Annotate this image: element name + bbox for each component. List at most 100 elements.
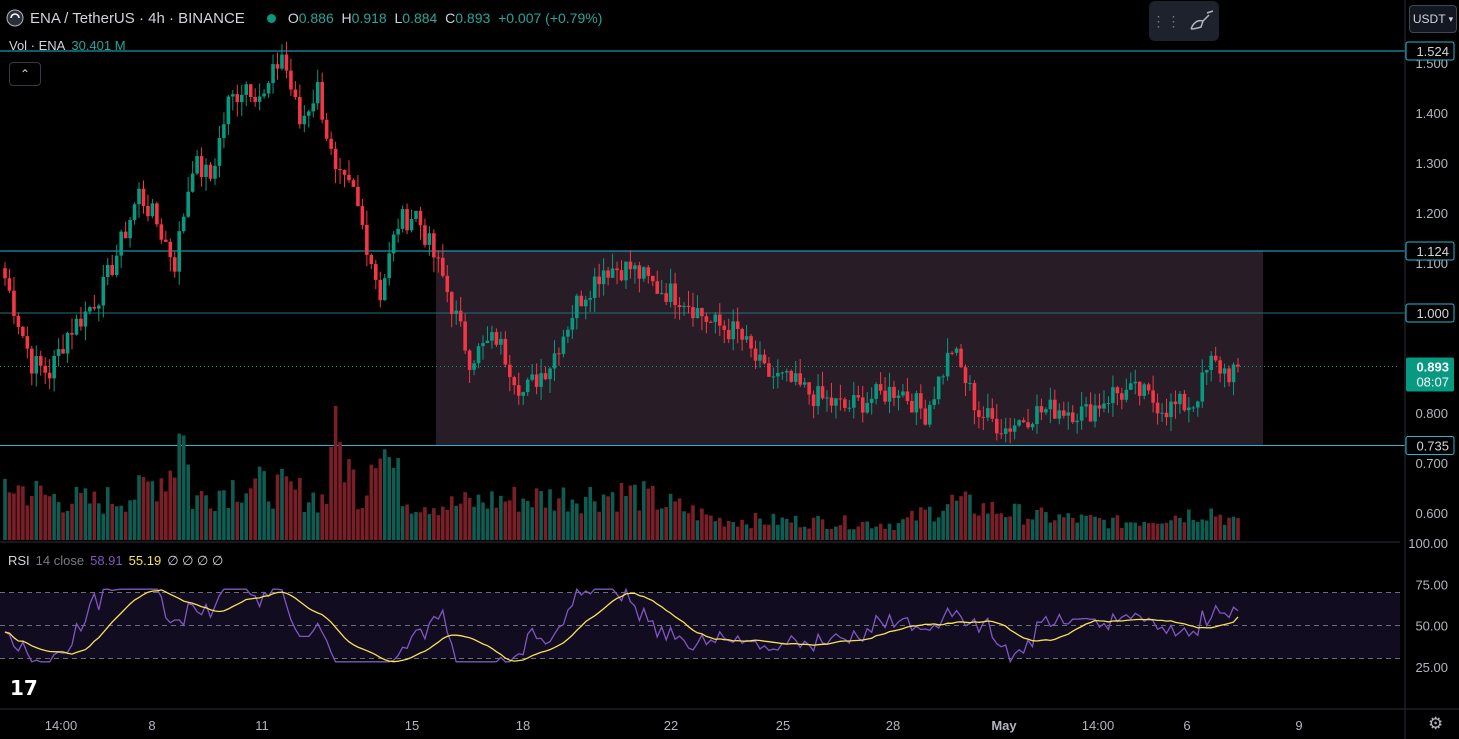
- volume-bar: [896, 523, 901, 540]
- candle-body: [320, 81, 324, 120]
- volume-bar: [7, 492, 12, 540]
- volume-bar: [1030, 519, 1035, 540]
- volume-bar: [396, 458, 400, 540]
- collapse-legend-button[interactable]: ⌃: [9, 62, 41, 86]
- candle-body: [525, 379, 530, 393]
- candle-body: [642, 267, 646, 279]
- candle-body: [373, 264, 378, 280]
- gear-icon[interactable]: ⚙: [1428, 714, 1444, 733]
- drawing-toolbar[interactable]: ⋮⋮: [1149, 1, 1219, 41]
- volume-bar: [217, 490, 222, 540]
- volume-bar: [892, 529, 896, 540]
- volume-bar: [137, 475, 141, 540]
- candle-body: [1178, 393, 1182, 405]
- volume-bar: [530, 507, 534, 540]
- volume-bar: [1075, 522, 1079, 540]
- candle-body: [820, 386, 825, 399]
- volume-bar: [659, 508, 664, 540]
- candles: [3, 41, 1240, 444]
- candle-body: [74, 318, 79, 335]
- symbol-title[interactable]: ENA / TetherUS · 4h · BINANCE: [30, 9, 245, 27]
- candle-body: [92, 307, 97, 309]
- candle-body: [941, 376, 945, 378]
- candle-body: [592, 276, 597, 298]
- volume-bar: [695, 520, 700, 540]
- candle-body: [1155, 402, 1160, 414]
- volume-bar: [378, 458, 383, 540]
- volume-bar: [239, 502, 244, 540]
- candle-body: [936, 376, 941, 400]
- candle-body: [780, 372, 785, 374]
- volume-bar: [329, 446, 333, 540]
- candle-body: [1102, 403, 1106, 409]
- volume-bar: [968, 494, 972, 540]
- candle-body: [726, 329, 731, 340]
- volume-bar: [852, 529, 856, 540]
- candle-body: [740, 328, 744, 340]
- candle-body: [1093, 405, 1097, 422]
- candle-body: [119, 231, 123, 256]
- candle-body: [633, 265, 637, 270]
- candle-body: [543, 373, 548, 380]
- brush-icon[interactable]: [1187, 9, 1217, 33]
- volume-bar: [70, 503, 74, 540]
- volume-bar: [1173, 515, 1178, 540]
- level-price-label: 1.000: [1416, 306, 1449, 321]
- volume-bar: [441, 506, 445, 540]
- candle-body: [825, 397, 829, 399]
- tradingview-logo[interactable]: 17: [10, 676, 38, 700]
- candle-body: [79, 318, 83, 327]
- volume-bar: [47, 496, 52, 540]
- candle-body: [445, 275, 450, 293]
- volume-bar: [901, 519, 905, 540]
- candle-body: [1124, 389, 1129, 400]
- symbol-header[interactable]: ENA / TetherUS · 4h · BINANCE O0.886 H0.…: [6, 9, 602, 27]
- time-axis[interactable]: 14:00 8 11 15 18 22 25 28 May 14:00 6 9: [0, 708, 1459, 733]
- candle-body: [901, 391, 905, 396]
- volume-bar: [222, 490, 226, 540]
- candle-body: [275, 64, 280, 69]
- candle-body: [1133, 381, 1138, 384]
- candle-body: [807, 382, 811, 395]
- volume-bar: [476, 494, 481, 540]
- volume-bar: [1137, 525, 1142, 540]
- candle-body: [21, 326, 25, 337]
- candle-body: [1200, 372, 1205, 402]
- volume-bar: [387, 457, 391, 540]
- volume-bar: [1160, 523, 1164, 540]
- candle-body: [650, 275, 655, 282]
- volume-bar: [516, 511, 521, 540]
- volume-bar: [423, 507, 427, 540]
- candle-body: [847, 407, 852, 409]
- rsi-legend[interactable]: RSI 14 close 58.91 55.19 ∅ ∅ ∅ ∅: [8, 553, 224, 568]
- volume-bar: [266, 501, 271, 540]
- volume-bar: [463, 492, 467, 540]
- candle-body: [208, 164, 213, 179]
- volume-bar: [753, 512, 758, 540]
- volume-bar: [950, 494, 954, 540]
- candle-body: [843, 399, 847, 408]
- candle-body: [673, 283, 677, 306]
- candle-body: [516, 385, 521, 396]
- volume-bar: [159, 478, 164, 540]
- volume-bar: [141, 477, 146, 540]
- candle-body: [981, 416, 986, 418]
- volume-bar: [1187, 509, 1191, 540]
- price-axis[interactable]: 1.5001.4001.3001.2001.1001.0000.9000.800…: [1404, 0, 1455, 739]
- candle-body: [427, 233, 432, 245]
- volume-bar: [499, 495, 503, 540]
- chevron-down-icon: ▾: [1448, 13, 1454, 24]
- candle-body: [914, 393, 919, 413]
- candle-body: [333, 148, 338, 170]
- candle-body: [664, 293, 668, 302]
- drag-handle-icon[interactable]: ⋮⋮: [1151, 12, 1182, 29]
- candle-body: [802, 382, 807, 385]
- candle-body: [575, 295, 579, 319]
- level-price-label-box: [1405, 241, 1455, 261]
- currency-select[interactable]: USDT ▾: [1409, 5, 1457, 33]
- candle-body: [530, 374, 534, 380]
- price-tick-label: 1.400: [1415, 106, 1448, 121]
- volume-legend[interactable]: Vol · ENA 30.401 M: [9, 38, 126, 53]
- volume-bar: [874, 526, 878, 540]
